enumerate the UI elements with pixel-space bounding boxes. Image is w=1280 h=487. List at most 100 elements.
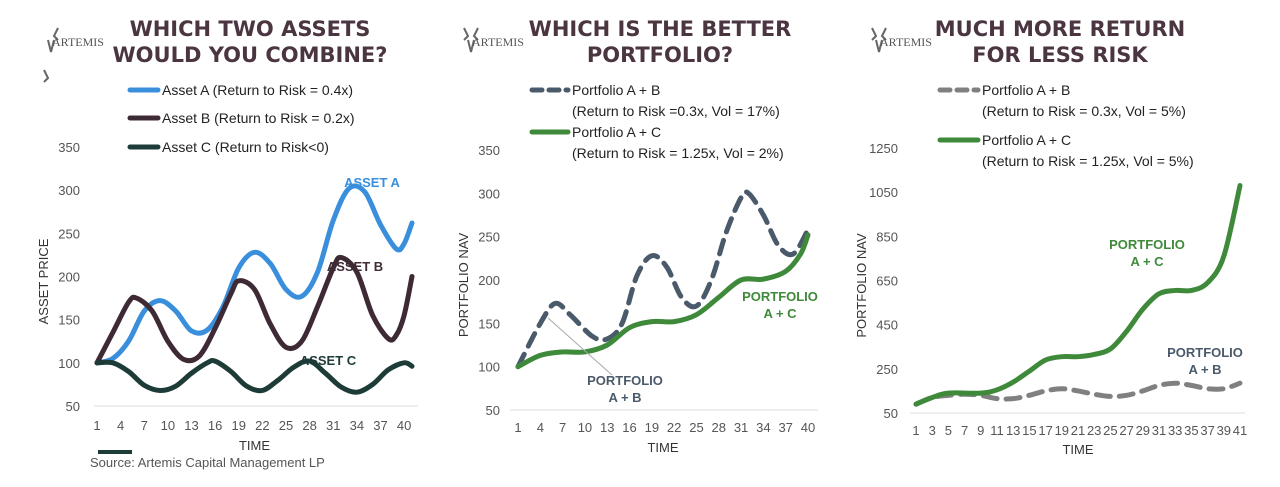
x-tick-label: 22 bbox=[667, 420, 681, 435]
x-tick-label: 19 bbox=[232, 418, 246, 433]
y-tick-label: 850 bbox=[876, 229, 898, 244]
legend-sublabel: (Return to Risk = 1.25x, Vol = 2%) bbox=[572, 145, 784, 161]
x-axis-title: TIME bbox=[239, 438, 270, 453]
source-note: Source: Artemis Capital Management LP bbox=[90, 455, 325, 470]
x-tick-label: 9 bbox=[977, 423, 984, 438]
x-tick-label: 35 bbox=[1184, 423, 1198, 438]
legend-sublabel: (Return to Risk = 1.25x, Vol = 5%) bbox=[982, 153, 1194, 169]
y-tick-label: 50 bbox=[486, 403, 500, 418]
legend-label: Asset A (Return to Risk = 0.4x) bbox=[162, 82, 353, 98]
series-annotation: A + B bbox=[1188, 362, 1221, 377]
series-annotation: A + C bbox=[1130, 254, 1164, 269]
x-tick-label: 13 bbox=[184, 418, 198, 433]
x-tick-label: 7 bbox=[141, 418, 148, 433]
x-tick-label: 11 bbox=[990, 423, 1004, 438]
y-axis-title: PORTFOLIO NAV bbox=[456, 233, 471, 338]
x-tick-label: 19 bbox=[1055, 423, 1069, 438]
y-tick-label: 200 bbox=[478, 273, 500, 288]
x-axis-title: TIME bbox=[647, 440, 678, 455]
x-tick-label: 13 bbox=[1006, 423, 1020, 438]
x-tick-label: 17 bbox=[1038, 423, 1052, 438]
y-tick-label: 250 bbox=[478, 230, 500, 245]
x-tick-label: 15 bbox=[1022, 423, 1036, 438]
x-tick-label: 23 bbox=[1087, 423, 1101, 438]
x-tick-label: 39 bbox=[1217, 423, 1231, 438]
series-annotation: ASSET A bbox=[344, 175, 400, 190]
x-tick-label: 25 bbox=[689, 420, 703, 435]
legend-label: Asset C (Return to Risk<0) bbox=[162, 139, 329, 155]
series-annotation: PORTFOLIO bbox=[587, 373, 663, 388]
x-tick-label: 25 bbox=[1103, 423, 1117, 438]
x-tick-label: 21 bbox=[1071, 423, 1085, 438]
y-tick-label: 100 bbox=[478, 360, 500, 375]
chart-title: PORTFOLIO? bbox=[587, 43, 733, 67]
x-tick-label: 29 bbox=[1136, 423, 1150, 438]
x-tick-label: 7 bbox=[559, 420, 566, 435]
series-line-2 bbox=[94, 254, 415, 366]
x-tick-label: 5 bbox=[945, 423, 952, 438]
x-tick-label: 27 bbox=[1119, 423, 1133, 438]
y-tick-label: 50 bbox=[66, 399, 80, 414]
x-tick-label: 28 bbox=[302, 418, 316, 433]
logo-text: ARTEMIS bbox=[880, 35, 932, 49]
chart-title: WHICH TWO ASSETS bbox=[130, 17, 371, 41]
x-tick-label: 3 bbox=[929, 423, 936, 438]
x-tick-label: 19 bbox=[645, 420, 659, 435]
x-tick-label: 25 bbox=[279, 418, 293, 433]
x-tick-label: 40 bbox=[397, 418, 411, 433]
y-tick-label: 300 bbox=[478, 186, 500, 201]
x-tick-label: 31 bbox=[1152, 423, 1166, 438]
x-axis-title: TIME bbox=[1062, 442, 1093, 457]
y-tick-label: 200 bbox=[58, 270, 80, 285]
x-tick-label: 16 bbox=[622, 420, 636, 435]
logo-text: ARTEMIS bbox=[472, 35, 524, 49]
x-tick-label: 1 bbox=[912, 423, 919, 438]
x-tick-label: 1 bbox=[514, 420, 521, 435]
series-annotation: PORTFOLIO bbox=[742, 289, 818, 304]
x-tick-label: 31 bbox=[734, 420, 748, 435]
chart-title: FOR LESS RISK bbox=[972, 43, 1148, 67]
series-annotation: ASSET C bbox=[300, 353, 357, 368]
series-line-3 bbox=[94, 357, 415, 395]
series-line-2 bbox=[515, 232, 811, 370]
legend-label: Portfolio A + C bbox=[572, 124, 661, 140]
y-tick-label: 350 bbox=[478, 143, 500, 158]
series-annotation: PORTFOLIO bbox=[1167, 345, 1243, 360]
x-tick-label: 41 bbox=[1233, 423, 1247, 438]
series-annotation: ASSET B bbox=[327, 259, 383, 274]
x-tick-label: 22 bbox=[255, 418, 269, 433]
x-tick-label: 33 bbox=[1168, 423, 1182, 438]
chart-title: WHICH IS THE BETTER bbox=[529, 17, 792, 41]
y-tick-label: 150 bbox=[478, 316, 500, 331]
series-line-2 bbox=[913, 183, 1243, 407]
x-tick-label: 34 bbox=[350, 418, 364, 433]
y-tick-label: 1250 bbox=[869, 141, 898, 156]
stag-icon bbox=[871, 27, 887, 53]
chart-title: WOULD YOU COMBINE? bbox=[113, 43, 388, 67]
artemis-logo: ARTEMIS bbox=[463, 27, 524, 53]
x-tick-label: 10 bbox=[161, 418, 175, 433]
legend-label: Portfolio A + B bbox=[572, 82, 660, 98]
series-line-1 bbox=[94, 183, 415, 366]
x-tick-label: 31 bbox=[326, 418, 340, 433]
legend-sublabel: (Return to Risk = 0.3x, Vol = 5%) bbox=[982, 103, 1186, 119]
y-tick-label: 100 bbox=[58, 356, 80, 371]
series-annotation: PORTFOLIO bbox=[1109, 237, 1185, 252]
y-axis-title: ASSET PRICE bbox=[36, 238, 51, 324]
x-tick-label: 1 bbox=[93, 418, 100, 433]
y-tick-label: 300 bbox=[58, 183, 80, 198]
x-tick-label: 13 bbox=[600, 420, 614, 435]
y-tick-label: 150 bbox=[58, 313, 80, 328]
legend-sublabel: (Return to Risk =0.3x, Vol = 17%) bbox=[572, 103, 780, 119]
stag-icon bbox=[463, 27, 479, 53]
annotation-leader-line bbox=[547, 317, 613, 376]
legend-label: Asset B (Return to Risk = 0.2x) bbox=[162, 110, 355, 126]
series-annotation: A + C bbox=[763, 306, 797, 321]
series-line-1 bbox=[515, 189, 811, 370]
x-tick-label: 7 bbox=[961, 423, 968, 438]
x-tick-label: 37 bbox=[778, 420, 792, 435]
